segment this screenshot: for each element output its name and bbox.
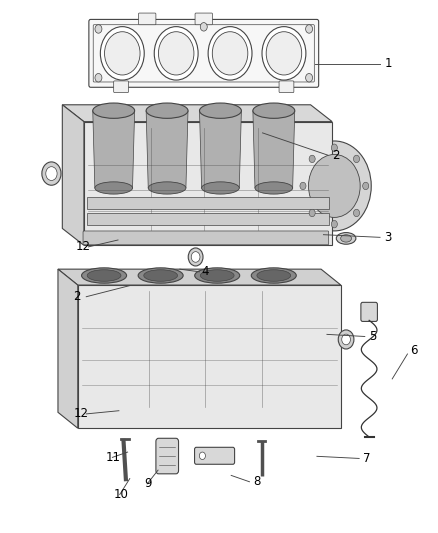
Text: 5: 5 [369,330,377,343]
FancyBboxPatch shape [138,13,156,25]
Circle shape [208,27,252,80]
FancyBboxPatch shape [361,302,378,321]
Ellipse shape [253,103,295,118]
Circle shape [331,221,337,228]
Circle shape [353,155,360,163]
Circle shape [199,452,205,459]
FancyBboxPatch shape [194,447,235,464]
Polygon shape [62,105,84,245]
Circle shape [309,209,315,217]
Circle shape [191,252,200,262]
Text: 12: 12 [75,240,90,253]
FancyBboxPatch shape [88,213,328,225]
Text: 12: 12 [73,407,88,421]
Ellipse shape [341,235,352,242]
Circle shape [266,32,302,75]
Polygon shape [93,111,134,188]
Ellipse shape [200,270,234,281]
Polygon shape [62,105,332,122]
Ellipse shape [148,182,186,194]
Ellipse shape [144,270,177,281]
Circle shape [95,25,102,33]
Circle shape [353,209,360,217]
Text: 8: 8 [253,475,260,488]
Text: 6: 6 [410,344,418,357]
Ellipse shape [257,270,291,281]
Ellipse shape [87,270,121,281]
Ellipse shape [95,182,133,194]
Circle shape [105,32,140,75]
FancyBboxPatch shape [89,19,319,87]
Ellipse shape [251,268,296,283]
Text: 7: 7 [363,452,370,465]
Circle shape [338,330,354,349]
Circle shape [95,74,102,82]
Ellipse shape [195,268,240,283]
Polygon shape [146,111,188,188]
Circle shape [306,74,313,82]
Ellipse shape [146,103,188,118]
Text: 4: 4 [201,265,209,278]
Circle shape [309,155,315,163]
Circle shape [331,144,337,151]
Polygon shape [84,122,332,245]
Circle shape [100,27,144,80]
FancyBboxPatch shape [88,197,328,209]
Polygon shape [253,111,295,188]
Circle shape [308,155,360,217]
Text: 2: 2 [73,290,81,303]
Circle shape [306,25,313,33]
FancyBboxPatch shape [83,231,328,245]
Ellipse shape [201,182,239,194]
Text: 1: 1 [385,58,392,70]
Polygon shape [58,269,341,285]
Ellipse shape [255,182,293,194]
Ellipse shape [81,268,127,283]
Circle shape [200,22,207,31]
Circle shape [363,182,369,190]
Circle shape [46,167,57,181]
Circle shape [42,162,61,185]
FancyBboxPatch shape [114,81,128,93]
Circle shape [300,182,306,190]
Text: 11: 11 [106,451,121,464]
Circle shape [212,32,248,75]
Polygon shape [199,111,241,188]
Circle shape [297,141,371,231]
Circle shape [262,27,306,80]
Ellipse shape [138,268,183,283]
Circle shape [188,248,203,266]
Text: 10: 10 [114,488,128,501]
Circle shape [154,27,198,80]
FancyBboxPatch shape [279,81,294,93]
FancyBboxPatch shape [156,438,179,474]
Polygon shape [58,269,78,428]
Ellipse shape [199,103,241,118]
FancyBboxPatch shape [195,13,212,25]
Circle shape [342,334,350,345]
Text: 3: 3 [385,231,392,244]
Polygon shape [78,285,341,428]
Circle shape [159,32,194,75]
Ellipse shape [336,232,356,244]
Text: 9: 9 [144,478,152,490]
Ellipse shape [93,103,134,118]
Text: 2: 2 [332,149,339,161]
